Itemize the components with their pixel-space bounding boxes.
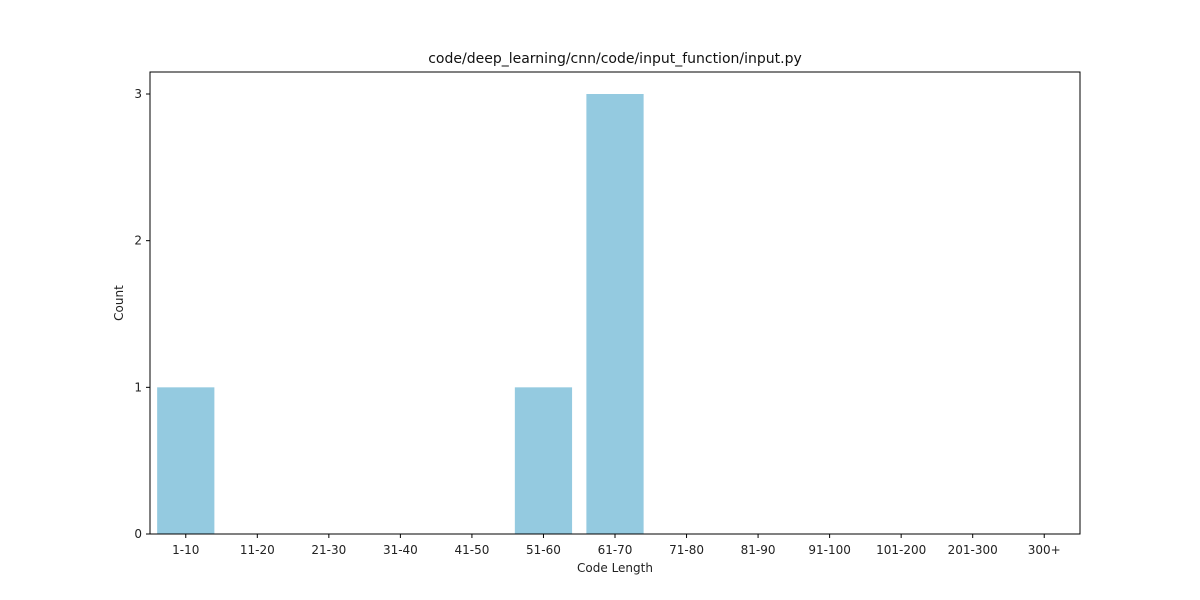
x-tick-label: 21-30 (311, 543, 346, 557)
x-tick-label: 1-10 (172, 543, 199, 557)
x-axis-ticks: 1-10 11-20 21-30 31-40 41-50 51-60 61-70 71-80 8… (172, 534, 1061, 557)
x-tick-label: 11-20 (240, 543, 275, 557)
y-axis-ticks: 0 1 2 3 (134, 87, 150, 541)
bars-group (157, 94, 644, 534)
x-axis-label: Code Length (577, 561, 653, 575)
x-tick-label: 81-90 (741, 543, 776, 557)
x-tick-label: 91-100 (808, 543, 851, 557)
x-tick-label: 101-200 (876, 543, 926, 557)
y-tick-label: 2 (134, 234, 142, 248)
x-tick-label: 61-70 (598, 543, 633, 557)
x-tick-label: 31-40 (383, 543, 418, 557)
bar-61-70 (586, 94, 644, 534)
y-axis-label: Count (112, 285, 126, 321)
y-tick-label: 0 (134, 527, 142, 541)
x-tick-label: 300+ (1028, 543, 1061, 557)
bar-51-60 (514, 387, 573, 534)
y-tick-label: 3 (134, 87, 142, 101)
y-tick-label: 1 (134, 380, 142, 394)
x-tick-label: 71-80 (669, 543, 704, 557)
x-tick-label: 201-300 (948, 543, 998, 557)
chart-title: code/deep_learning/cnn/code/input_functi… (428, 51, 802, 67)
x-tick-label: 51-60 (526, 543, 561, 557)
bar-1-10 (157, 387, 215, 534)
x-tick-label: 41-50 (454, 543, 489, 557)
